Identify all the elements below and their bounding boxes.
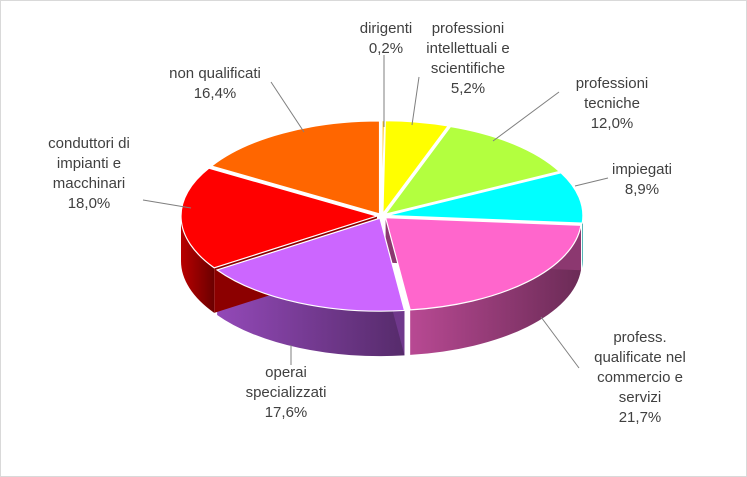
leader-line-3 (574, 177, 609, 187)
leader-line-4 (540, 316, 580, 369)
pie-side-3 (582, 215, 583, 269)
pie-slice-6 (180, 167, 380, 269)
data-label-value: 8,9% (625, 181, 659, 198)
data-label-category: conduttori di (48, 135, 130, 152)
data-label-category: intellettuali e (426, 40, 509, 57)
data-label-value: 16,4% (194, 85, 237, 102)
data-label-category: profess. (613, 329, 666, 346)
leader-line-7 (270, 81, 305, 133)
data-label-5: operai specializzati 17,6% (246, 364, 327, 421)
pie-side-5 (217, 269, 405, 357)
data-label-1: professioni intellettuali e scientifiche 5,… (426, 20, 509, 97)
data-label-3: impiegati 8,9% (612, 161, 672, 198)
data-label-category: impianti e (57, 155, 121, 172)
data-label-4: profess. qualificate nel commercio e serviz… (594, 329, 686, 426)
data-label-category: dirigenti (360, 20, 413, 37)
pie-side-6 (181, 216, 215, 313)
data-label-category: tecniche (584, 95, 640, 112)
pie-slice-2 (383, 125, 561, 216)
data-label-category: macchinari (53, 175, 126, 192)
data-labels: dirigenti 0,2% professioni intellettuali e s… (48, 20, 686, 426)
data-label-value: 0,2% (369, 40, 403, 57)
data-label-category: qualificate nel (594, 349, 686, 366)
pie-slice-4 (384, 217, 582, 311)
pie-slice-3 (386, 172, 584, 224)
data-label-category: operai (265, 364, 307, 381)
leader-line-2 (492, 91, 560, 142)
data-label-0: dirigenti 0,2% (360, 20, 413, 57)
data-label-value: 5,2% (451, 80, 485, 97)
pie-side-4 (410, 225, 581, 355)
data-label-category: commercio e (597, 369, 683, 386)
pie-slice-5 (215, 217, 406, 312)
data-label-category: scientifiche (431, 60, 505, 77)
leader-lines (142, 55, 609, 369)
data-label-category: specializzati (246, 384, 327, 401)
data-label-value: 17,6% (265, 404, 308, 421)
data-label-7: non qualificati 16,4% (169, 65, 261, 102)
leader-line-6 (142, 199, 192, 209)
data-label-6: conduttori di impianti e macchinari 18,0% (48, 135, 130, 212)
pie-slice-1 (382, 120, 450, 216)
data-label-value: 18,0% (68, 195, 111, 212)
pie-tops (180, 120, 584, 312)
data-label-2: professioni tecniche 12,0% (576, 75, 649, 132)
data-label-category: professioni (432, 20, 505, 37)
data-label-category: impiegati (612, 161, 672, 178)
data-label-category: servizi (619, 389, 662, 406)
data-label-category: professioni (576, 75, 649, 92)
data-label-category: non qualificati (169, 65, 261, 82)
data-label-value: 12,0% (591, 115, 634, 132)
leader-line-1 (411, 76, 420, 126)
data-label-value: 21,7% (619, 409, 662, 426)
pie-slice-7 (210, 120, 381, 215)
